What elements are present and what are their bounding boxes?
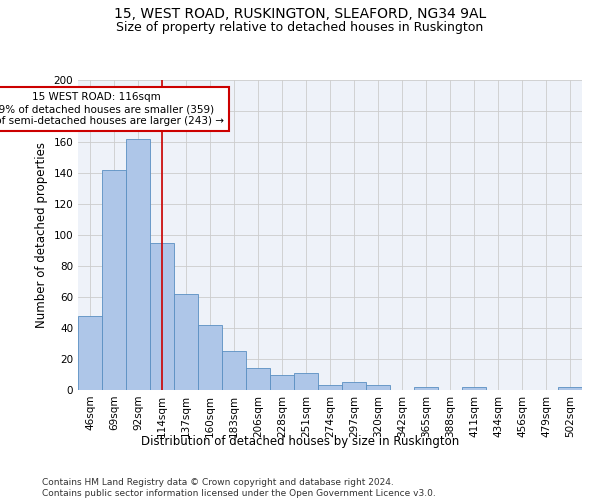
- Bar: [246, 368, 270, 390]
- Bar: [366, 386, 390, 390]
- Bar: [558, 387, 582, 390]
- Text: Size of property relative to detached houses in Ruskington: Size of property relative to detached ho…: [116, 21, 484, 34]
- Bar: [318, 386, 342, 390]
- Text: Distribution of detached houses by size in Ruskington: Distribution of detached houses by size …: [141, 435, 459, 448]
- Text: Contains HM Land Registry data © Crown copyright and database right 2024.
Contai: Contains HM Land Registry data © Crown c…: [42, 478, 436, 498]
- Bar: [270, 374, 294, 390]
- Bar: [462, 387, 486, 390]
- Bar: [414, 387, 438, 390]
- Bar: [294, 373, 318, 390]
- Bar: [342, 382, 366, 390]
- Y-axis label: Number of detached properties: Number of detached properties: [35, 142, 48, 328]
- Bar: [102, 170, 126, 390]
- Bar: [150, 243, 174, 390]
- Bar: [198, 325, 222, 390]
- Bar: [174, 294, 198, 390]
- Text: 15, WEST ROAD, RUSKINGTON, SLEAFORD, NG34 9AL: 15, WEST ROAD, RUSKINGTON, SLEAFORD, NG3…: [114, 8, 486, 22]
- Text: 15 WEST ROAD: 116sqm
← 59% of detached houses are smaller (359)
40% of semi-deta: 15 WEST ROAD: 116sqm ← 59% of detached h…: [0, 92, 224, 126]
- Bar: [222, 351, 246, 390]
- Bar: [78, 316, 102, 390]
- Bar: [126, 139, 150, 390]
